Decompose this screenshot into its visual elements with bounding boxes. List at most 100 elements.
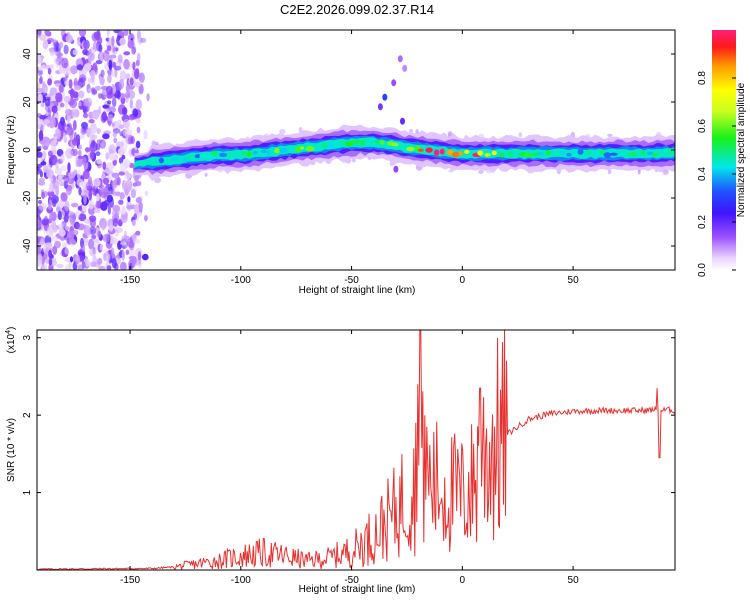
noise-blob [47, 78, 52, 86]
ridge-peak [199, 153, 205, 160]
noise-blob [77, 264, 83, 270]
noise-blob [37, 82, 41, 89]
noise-blob [125, 170, 129, 176]
noise-blob [107, 205, 112, 215]
noise-blob [135, 140, 141, 149]
noise-blob [69, 214, 75, 226]
noise-blob [137, 37, 143, 45]
noise-blob [77, 149, 82, 157]
ridge-peak [425, 147, 433, 153]
noise-blob [42, 136, 50, 143]
snr-y-label: SNR (10 * v/v) [6, 418, 17, 482]
noise-blob [37, 56, 42, 64]
ridge-peak [337, 139, 346, 145]
noise-blob [88, 206, 96, 215]
ridge-peak [158, 157, 164, 164]
noise-blob [71, 149, 78, 157]
noise-blob [76, 178, 84, 187]
noise-blob [56, 52, 63, 57]
ridge-peak [594, 152, 600, 157]
spectrogram-panel: -150 -100 -50 0 50 -40 -20 0 20 40 Height of str… [6, 29, 676, 296]
noise-blob [92, 255, 97, 266]
noise-blob [112, 85, 116, 95]
noise-blob [47, 150, 53, 157]
noise-blob [37, 93, 43, 105]
noise-blob [128, 248, 136, 257]
noise-blob [62, 132, 67, 142]
noise-blob [52, 245, 58, 255]
noise-blob [38, 202, 47, 211]
noise-blob [129, 77, 134, 86]
noise-blob [92, 62, 98, 73]
isolated-feature [393, 165, 399, 173]
noise-blob [73, 169, 78, 174]
ridge-peak [352, 139, 360, 144]
noise-blob [115, 227, 123, 233]
noise-blob [112, 132, 118, 138]
noise-blob [44, 98, 51, 107]
noise-blob [101, 111, 107, 122]
noise-blob [132, 61, 136, 71]
noise-blob [37, 87, 44, 93]
noise-blob [99, 244, 104, 251]
noise-blob [51, 105, 58, 114]
ridge-peak [226, 151, 233, 156]
noise-blob [48, 249, 52, 259]
noise-blob [54, 167, 63, 175]
noise-blob [89, 122, 98, 134]
noise-blob [112, 204, 121, 213]
x-tick-label: -150 [120, 275, 140, 286]
noise-blob [64, 200, 70, 212]
figure-title: C2E2.2026.099.02.37.R14 [280, 2, 434, 17]
noise-blob [73, 80, 79, 87]
ridge-peak [187, 155, 192, 162]
noise-blob [127, 196, 131, 203]
noise-blob [143, 129, 148, 140]
noise-blob [95, 193, 100, 202]
noise-blob [137, 212, 142, 217]
noise-blob [47, 188, 53, 193]
noise-blob [135, 118, 141, 124]
noise-blob [106, 265, 112, 270]
noise-blob [111, 107, 115, 114]
noise-blob [111, 180, 117, 190]
noise-region [37, 30, 674, 270]
noise-blob [37, 244, 41, 256]
noise-blob [42, 164, 48, 173]
noise-blob [106, 45, 112, 52]
noise-blob [63, 44, 69, 55]
noise-blob [95, 60, 103, 65]
noise-blob [63, 95, 71, 103]
ridge-peak [484, 153, 491, 157]
noise-blob [125, 84, 130, 93]
noise-blob [46, 163, 52, 174]
noise-blob [37, 261, 42, 267]
noise-blob [84, 147, 92, 152]
noise-blob [95, 143, 101, 151]
noise-blob [78, 101, 82, 107]
noise-blob [58, 84, 64, 93]
ridge-peak [477, 150, 484, 156]
isolated-feature [377, 103, 383, 111]
noise-blob [98, 44, 103, 53]
snr-y-ticks: 1 2 3 [22, 335, 675, 495]
noise-blob [54, 128, 62, 140]
noise-blob [88, 119, 95, 124]
noise-blob [82, 170, 90, 180]
noise-blob [102, 104, 110, 109]
noise-blob [52, 117, 56, 128]
noise-blob [96, 257, 103, 265]
noise-blob [133, 213, 137, 220]
noise-blob [94, 85, 101, 91]
noise-blob [132, 182, 138, 187]
noise-blob [46, 226, 54, 238]
ridge-peak [659, 152, 666, 158]
colorbar: 0.0 0.2 0.4 0.6 0.8 Normalized spectral ampl… [697, 30, 747, 277]
ridge-peak [299, 146, 305, 150]
noise-blob [39, 115, 46, 120]
noise-blob [279, 129, 286, 134]
x-tick-label: -50 [344, 275, 359, 286]
noise-blob [105, 162, 114, 171]
ridge-peak [326, 142, 334, 149]
noise-blob [144, 215, 148, 222]
